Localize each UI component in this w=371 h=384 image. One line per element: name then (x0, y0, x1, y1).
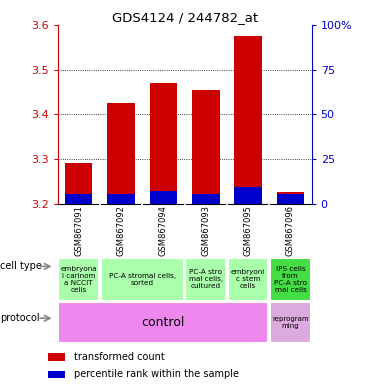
Text: GSM867093: GSM867093 (201, 205, 210, 256)
Text: GSM867096: GSM867096 (286, 205, 295, 256)
Bar (277, 192, 304, 204)
Bar (58, 302, 269, 343)
Bar (58, 258, 99, 301)
Text: GSM867091: GSM867091 (74, 205, 83, 256)
Text: PC-A stro
mal cells,
cultured: PC-A stro mal cells, cultured (189, 269, 223, 290)
Bar (234, 187, 262, 204)
Bar (107, 194, 135, 204)
Bar (270, 302, 311, 343)
Bar (192, 90, 220, 204)
Bar (150, 191, 177, 204)
Bar (270, 258, 311, 301)
Text: cell type: cell type (0, 262, 42, 271)
Text: PC-A stromal cells,
sorted: PC-A stromal cells, sorted (109, 273, 176, 286)
Bar (65, 163, 92, 204)
Bar (48, 371, 65, 378)
Text: percentile rank within the sample: percentile rank within the sample (74, 369, 239, 379)
Bar (192, 194, 220, 204)
Bar (101, 258, 184, 301)
Bar (65, 194, 92, 204)
Text: IPS cells
from
PC-A stro
mal cells: IPS cells from PC-A stro mal cells (274, 266, 307, 293)
Text: embryona
l carinom
a NCCIT
cells: embryona l carinom a NCCIT cells (60, 266, 97, 293)
Bar (186, 258, 226, 301)
Text: reprogram
ming: reprogram ming (272, 316, 309, 329)
Text: embryoni
c stem
cells: embryoni c stem cells (231, 269, 265, 290)
Bar (234, 36, 262, 204)
Bar (277, 194, 304, 204)
Text: control: control (142, 316, 185, 329)
Bar (107, 103, 135, 204)
Bar (150, 83, 177, 204)
Bar (48, 353, 65, 361)
Text: transformed count: transformed count (74, 352, 165, 362)
Title: GDS4124 / 244782_at: GDS4124 / 244782_at (112, 11, 257, 24)
Text: GSM867095: GSM867095 (244, 205, 253, 256)
Text: GSM867092: GSM867092 (116, 205, 125, 256)
Text: protocol: protocol (0, 313, 40, 323)
Text: GSM867094: GSM867094 (159, 205, 168, 256)
Bar (228, 258, 269, 301)
